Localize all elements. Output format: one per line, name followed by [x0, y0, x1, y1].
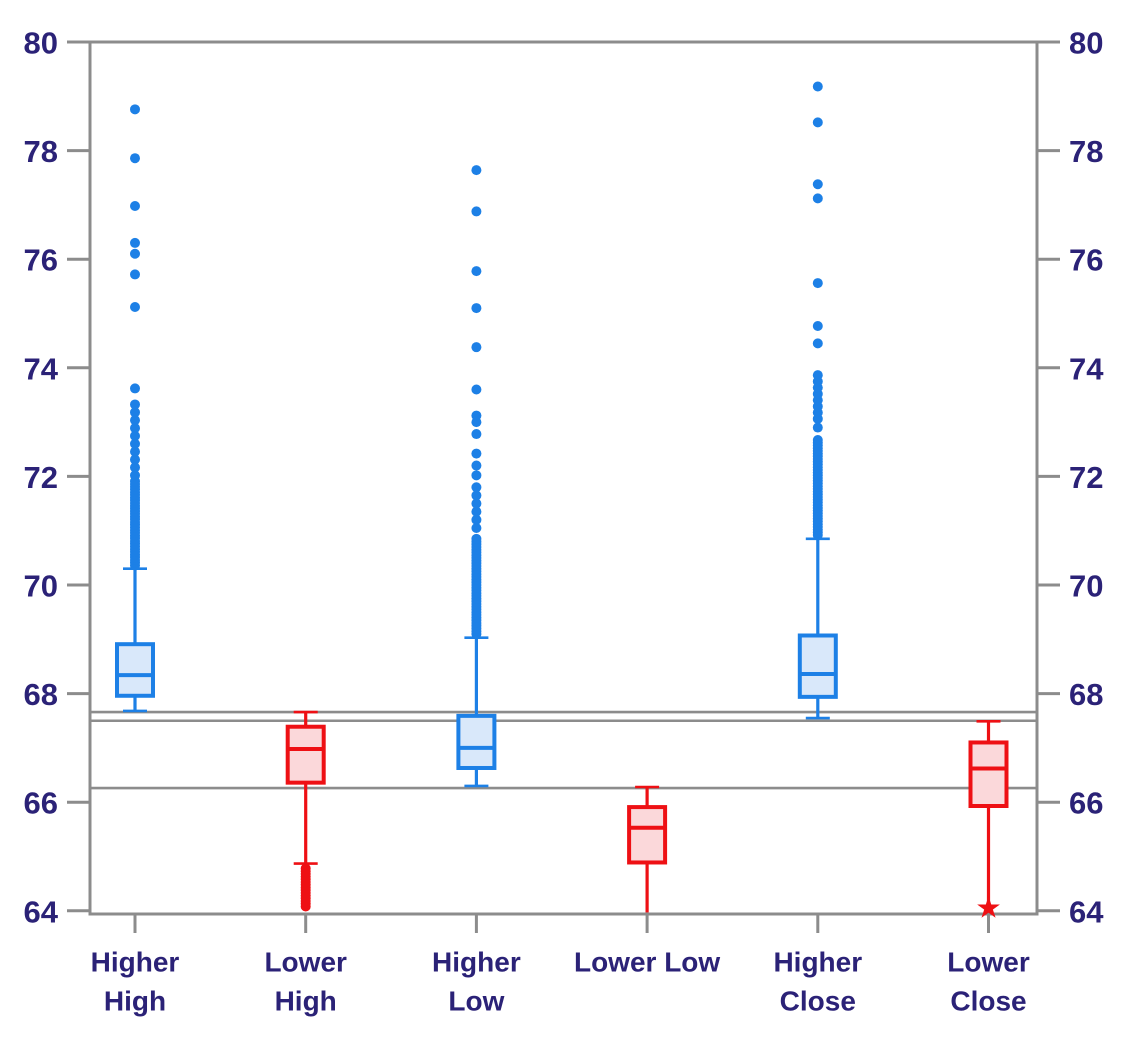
y-tick-label-right: 66	[1069, 786, 1103, 821]
outlier-dot	[812, 338, 823, 349]
outlier-dot	[130, 200, 140, 211]
outlier-dot	[471, 303, 482, 314]
x-category-label-lower-low: Lower Low	[574, 947, 720, 978]
box	[627, 805, 668, 865]
outlier-dot	[130, 104, 140, 115]
y-tick-label-left: 80	[24, 26, 58, 61]
x-category-label-higher-high: High	[104, 986, 166, 1017]
x-category-label-higher-low: Low	[448, 986, 504, 1017]
box	[968, 740, 1009, 809]
x-category-label-higher-high: Higher	[91, 947, 180, 978]
outlier-dot	[471, 266, 482, 277]
outlier-dot	[812, 370, 823, 381]
outlier-dot	[812, 278, 823, 289]
y-tick-label-right: 80	[1069, 26, 1103, 61]
box	[797, 633, 838, 699]
outlier-dot	[130, 446, 140, 457]
outlier-dot	[471, 506, 482, 517]
outlier-dot	[471, 482, 482, 493]
outlier-dot	[130, 462, 140, 473]
x-category-label-lower-high: High	[275, 986, 337, 1017]
outlier-dot	[300, 863, 311, 874]
box	[285, 724, 326, 785]
boxplot-higher-close	[797, 81, 838, 933]
outlier-dot	[471, 448, 482, 459]
outlier-dot	[471, 206, 482, 217]
x-category-label-lower-close: Close	[950, 986, 1026, 1017]
y-tick-label-left: 72	[24, 460, 58, 495]
outlier-dot	[130, 237, 140, 248]
outlier-dot	[471, 498, 482, 509]
outlier-dot	[130, 407, 140, 418]
outlier-dot	[471, 522, 482, 533]
outlier-dot	[130, 301, 140, 312]
outlier-dot	[130, 269, 140, 280]
outlier-dot	[471, 429, 482, 440]
outlier-dot	[130, 438, 140, 449]
outlier-dot	[471, 514, 482, 525]
y-tick-label-right: 70	[1069, 569, 1103, 604]
boxplot-lower-close: ★	[968, 719, 1009, 933]
outlier-dot	[471, 470, 482, 481]
outlier-dot	[471, 533, 482, 544]
boxplot-lower-low	[627, 785, 668, 933]
outlier-dot	[471, 490, 482, 501]
y-tick-label-right: 78	[1069, 134, 1103, 169]
outlier-dot	[130, 399, 140, 410]
plot-frame	[88, 40, 1039, 916]
y-tick-label-left: 66	[24, 786, 58, 821]
box	[456, 713, 497, 770]
outlier-dot	[471, 460, 482, 471]
y-tick-label-left: 74	[24, 351, 59, 386]
boxplot-higher-low	[456, 165, 497, 933]
outlier-dot	[812, 193, 823, 204]
outlier-dot	[130, 430, 140, 441]
y-tick-label-right: 76	[1069, 243, 1103, 278]
outlier-dot	[471, 384, 482, 395]
x-category-label-higher-close: Close	[780, 986, 856, 1017]
outlier-dot	[471, 165, 482, 176]
outlier-dot	[812, 422, 823, 433]
outlier-dot	[812, 320, 823, 331]
y-tick-label-left: 68	[24, 677, 58, 712]
outlier-dot	[130, 248, 140, 259]
outlier-dot	[812, 81, 823, 92]
outlier-dot	[471, 342, 482, 353]
star-outlier-marker: ★	[977, 892, 1001, 922]
outlier-dot	[130, 153, 140, 164]
y-tick-label-left: 64	[24, 894, 59, 929]
y-tick-label-left: 76	[24, 243, 58, 278]
y-tick-label-left: 78	[24, 134, 58, 169]
outlier-dot	[471, 410, 482, 421]
boxplot-lower-high	[285, 710, 326, 933]
outlier-dot	[130, 423, 140, 434]
outlier-dot	[812, 435, 823, 446]
y-tick-label-right: 64	[1069, 894, 1104, 929]
x-category-label-higher-close: Higher	[773, 947, 862, 978]
boxplot-higher-high	[115, 104, 155, 933]
box	[115, 642, 155, 698]
x-category-label-lower-high: Lower	[264, 947, 347, 978]
outlier-dot	[130, 383, 140, 394]
y-tick-label-right: 72	[1069, 460, 1103, 495]
y-tick-label-right: 68	[1069, 677, 1103, 712]
outlier-dot	[130, 470, 140, 481]
y-tick-label-left: 70	[24, 569, 58, 604]
outlier-dot	[130, 454, 140, 465]
y-tick-label-right: 74	[1069, 351, 1104, 386]
x-category-label-higher-low: Higher	[432, 947, 521, 978]
outlier-dot	[130, 415, 140, 426]
outlier-dot	[812, 117, 823, 128]
x-category-label-lower-close: Lower	[947, 947, 1030, 978]
outlier-dot	[812, 179, 823, 190]
